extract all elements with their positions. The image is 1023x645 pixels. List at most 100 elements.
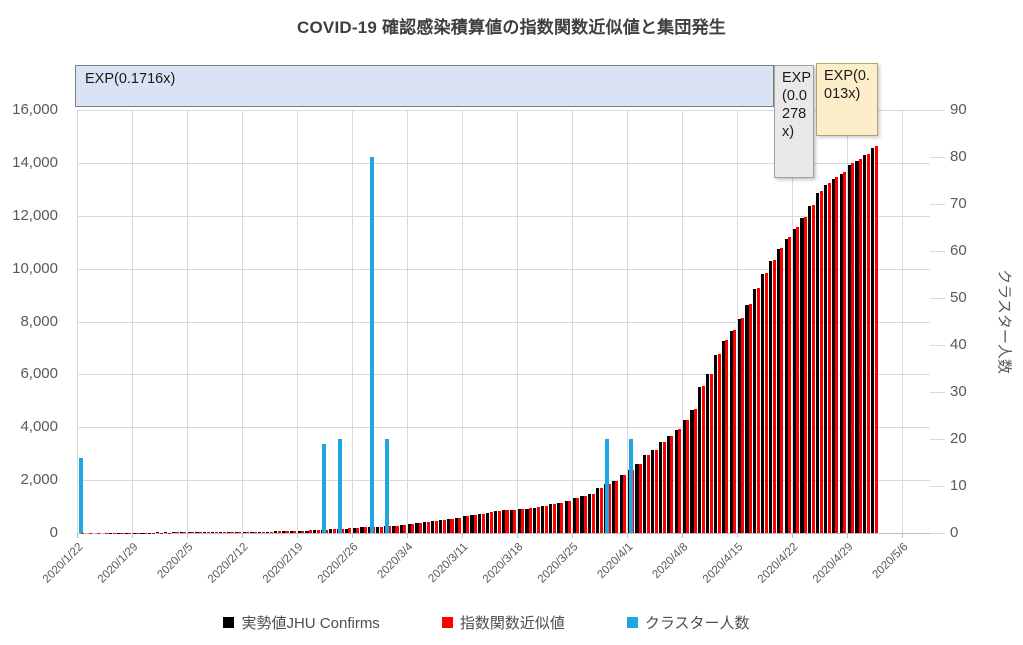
- bar-actual: [446, 519, 450, 533]
- gridline-vertical: [351, 110, 353, 533]
- bar-actual: [847, 164, 851, 533]
- bar-actual: [352, 528, 356, 533]
- bar-actual: [517, 509, 521, 533]
- bar-actual: [329, 529, 333, 533]
- bar-actual: [572, 498, 576, 533]
- right-axis-tick: [930, 204, 945, 205]
- bar-actual: [509, 509, 513, 533]
- bar-fit: [418, 523, 423, 533]
- bar-actual: [745, 304, 749, 533]
- right-axis-tick-label: 70: [950, 195, 967, 212]
- bar-actual: [737, 318, 741, 533]
- gridline-vertical: [846, 110, 848, 533]
- bar-fit: [356, 527, 360, 533]
- legend-label-fit: 指数関数近似値: [459, 615, 565, 632]
- bar-fit: [363, 527, 368, 533]
- bar-actual: [674, 429, 678, 533]
- bar-fit: [458, 517, 462, 533]
- x-axis-tick: [681, 534, 683, 538]
- bar-fit: [803, 216, 808, 533]
- bar-actual: [305, 530, 309, 533]
- bar-fit: [175, 532, 179, 533]
- bar-fit: [560, 503, 564, 533]
- right-axis-tick: [930, 439, 945, 440]
- bar-fit: [183, 532, 187, 533]
- bar-actual: [580, 496, 584, 533]
- bar-fit: [191, 532, 195, 533]
- bar-fit: [811, 204, 815, 533]
- bar-actual: [494, 510, 498, 533]
- y-axis-tick-label: 4,000: [20, 418, 58, 436]
- bar-fit: [717, 353, 721, 533]
- right-axis-tick-label: 40: [950, 336, 967, 353]
- bar-fit: [316, 530, 320, 533]
- bar-actual: [407, 524, 411, 533]
- bar-fit: [434, 520, 438, 533]
- right-axis-tick-label: 0: [950, 524, 959, 541]
- bar-actual: [784, 238, 788, 533]
- bar-actual: [486, 512, 490, 533]
- bar-fit: [466, 516, 470, 533]
- legend-item-actual: 実勢値JHU Confirms: [223, 612, 380, 633]
- bar-fit: [301, 530, 305, 533]
- bar-fit: [568, 501, 572, 533]
- bar-actual: [211, 532, 215, 533]
- bar-actual: [344, 528, 348, 533]
- bar-fit: [505, 510, 509, 533]
- bar-actual: [431, 520, 435, 533]
- right-axis-tick-label: 10: [950, 477, 967, 494]
- bar-actual: [391, 525, 395, 533]
- bar-actual: [187, 532, 191, 533]
- gridline-vertical: [626, 110, 628, 533]
- x-axis-tick: [351, 534, 353, 538]
- bar-actual: [816, 192, 820, 533]
- plot-area: [77, 110, 945, 538]
- bar-actual: [242, 532, 246, 533]
- bar-fit: [819, 191, 823, 533]
- bar-fit: [780, 247, 784, 533]
- bar-fit: [214, 532, 218, 533]
- bar-actual: [501, 510, 505, 533]
- gridline-horizontal: [77, 110, 930, 111]
- right-axis-tick-label: 80: [950, 148, 967, 165]
- bar-fit: [678, 429, 682, 533]
- bar-fit: [843, 172, 847, 533]
- gridline-horizontal: [77, 268, 930, 270]
- gridline-vertical: [681, 110, 683, 533]
- y-axis-tick-label: 14,000: [12, 153, 58, 171]
- y-axis-tick-label: 8,000: [20, 312, 58, 330]
- bar-fit: [858, 158, 863, 533]
- gridline-vertical: [571, 110, 573, 533]
- bar-actual: [454, 517, 458, 533]
- y-axis-tick-label: 16,000: [12, 101, 58, 118]
- right-axis-tick: [930, 392, 945, 393]
- bar-actual: [360, 527, 364, 533]
- bar-fit: [772, 259, 776, 533]
- legend-label-cluster: クラスター人数: [644, 615, 750, 632]
- gridline-vertical: [901, 110, 903, 533]
- x-axis-tick: [461, 534, 463, 538]
- x-axis-line: [77, 533, 930, 534]
- bar-fit: [230, 532, 234, 533]
- y-axis-tick-label: 0: [49, 524, 58, 541]
- bar-fit: [623, 475, 627, 533]
- x-axis-tick: [241, 534, 243, 538]
- bar-actual: [769, 260, 773, 533]
- bar-fit: [332, 529, 336, 533]
- bar-fit: [733, 330, 737, 533]
- bar-fit: [285, 531, 289, 533]
- bar-fit: [521, 509, 525, 533]
- bar-actual: [226, 532, 230, 533]
- bar-actual: [619, 475, 623, 533]
- bar-fit: [552, 504, 556, 533]
- bar-fit: [206, 532, 210, 533]
- bar-fit: [693, 409, 698, 533]
- legend-label-actual: 実勢値JHU Confirms: [241, 615, 380, 632]
- bar-fit: [756, 288, 760, 533]
- legend-item-fit: 指数関数近似値: [441, 612, 565, 633]
- bar-actual: [690, 409, 694, 533]
- y-axis-tick-label: 2,000: [20, 471, 58, 489]
- x-axis-tick: [846, 534, 848, 538]
- legend-swatch-actual: [223, 617, 235, 628]
- x-axis-tick: [516, 534, 518, 538]
